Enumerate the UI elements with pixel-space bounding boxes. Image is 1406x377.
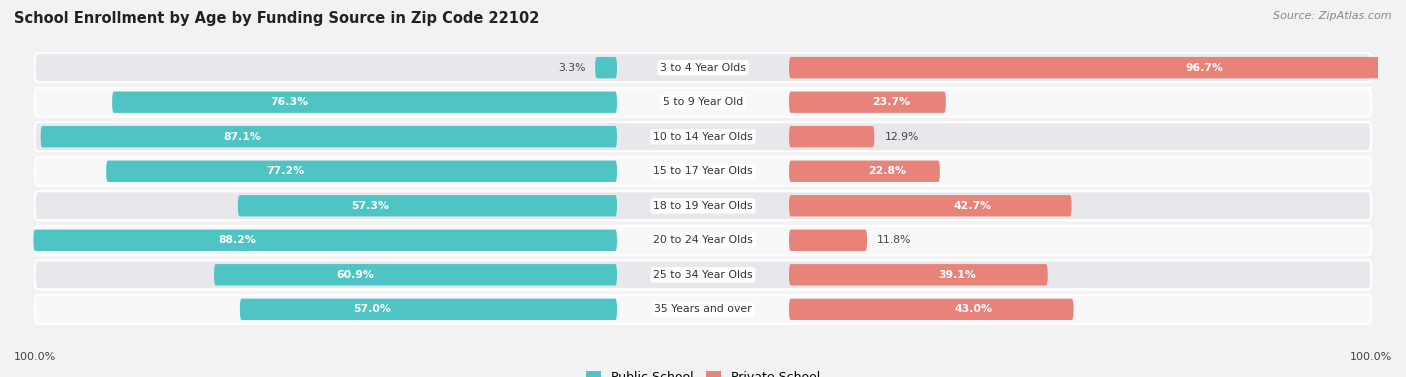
- FancyBboxPatch shape: [112, 92, 617, 113]
- FancyBboxPatch shape: [107, 161, 617, 182]
- Text: 35 Years and over: 35 Years and over: [654, 304, 752, 314]
- FancyBboxPatch shape: [34, 230, 617, 251]
- Legend: Public School, Private School: Public School, Private School: [581, 366, 825, 377]
- FancyBboxPatch shape: [214, 264, 617, 285]
- Text: 77.2%: 77.2%: [266, 166, 304, 176]
- Text: 11.8%: 11.8%: [877, 235, 911, 245]
- FancyBboxPatch shape: [35, 53, 1371, 82]
- FancyBboxPatch shape: [789, 230, 868, 251]
- Text: School Enrollment by Age by Funding Source in Zip Code 22102: School Enrollment by Age by Funding Sour…: [14, 11, 540, 26]
- FancyBboxPatch shape: [238, 195, 617, 216]
- FancyBboxPatch shape: [595, 57, 617, 78]
- Text: 15 to 17 Year Olds: 15 to 17 Year Olds: [654, 166, 752, 176]
- FancyBboxPatch shape: [789, 195, 1071, 216]
- Text: 5 to 9 Year Old: 5 to 9 Year Old: [662, 97, 744, 107]
- Text: 57.3%: 57.3%: [352, 201, 389, 211]
- Text: 20 to 24 Year Olds: 20 to 24 Year Olds: [654, 235, 752, 245]
- Text: 96.7%: 96.7%: [1185, 63, 1223, 73]
- FancyBboxPatch shape: [35, 226, 1371, 255]
- Text: 12.9%: 12.9%: [884, 132, 918, 142]
- FancyBboxPatch shape: [789, 92, 946, 113]
- FancyBboxPatch shape: [35, 295, 1371, 324]
- Text: 87.1%: 87.1%: [224, 132, 262, 142]
- Text: Source: ZipAtlas.com: Source: ZipAtlas.com: [1274, 11, 1392, 21]
- FancyBboxPatch shape: [789, 161, 939, 182]
- FancyBboxPatch shape: [789, 57, 1406, 78]
- FancyBboxPatch shape: [41, 126, 617, 147]
- Text: 22.8%: 22.8%: [868, 166, 905, 176]
- FancyBboxPatch shape: [35, 260, 1371, 289]
- Text: 10 to 14 Year Olds: 10 to 14 Year Olds: [654, 132, 752, 142]
- Text: 100.0%: 100.0%: [1350, 352, 1392, 362]
- Text: 39.1%: 39.1%: [938, 270, 976, 280]
- Text: 88.2%: 88.2%: [219, 235, 257, 245]
- FancyBboxPatch shape: [35, 157, 1371, 186]
- Text: 25 to 34 Year Olds: 25 to 34 Year Olds: [654, 270, 752, 280]
- Text: 23.7%: 23.7%: [872, 97, 910, 107]
- FancyBboxPatch shape: [35, 88, 1371, 117]
- Text: 18 to 19 Year Olds: 18 to 19 Year Olds: [654, 201, 752, 211]
- FancyBboxPatch shape: [240, 299, 617, 320]
- FancyBboxPatch shape: [789, 264, 1047, 285]
- FancyBboxPatch shape: [789, 126, 875, 147]
- Text: 100.0%: 100.0%: [14, 352, 56, 362]
- Text: 57.0%: 57.0%: [353, 304, 391, 314]
- Text: 3.3%: 3.3%: [558, 63, 585, 73]
- Text: 42.7%: 42.7%: [953, 201, 991, 211]
- Text: 60.9%: 60.9%: [336, 270, 374, 280]
- Text: 76.3%: 76.3%: [270, 97, 308, 107]
- FancyBboxPatch shape: [35, 122, 1371, 151]
- FancyBboxPatch shape: [789, 299, 1074, 320]
- Text: 43.0%: 43.0%: [955, 304, 993, 314]
- Text: 3 to 4 Year Olds: 3 to 4 Year Olds: [659, 63, 747, 73]
- FancyBboxPatch shape: [35, 191, 1371, 220]
